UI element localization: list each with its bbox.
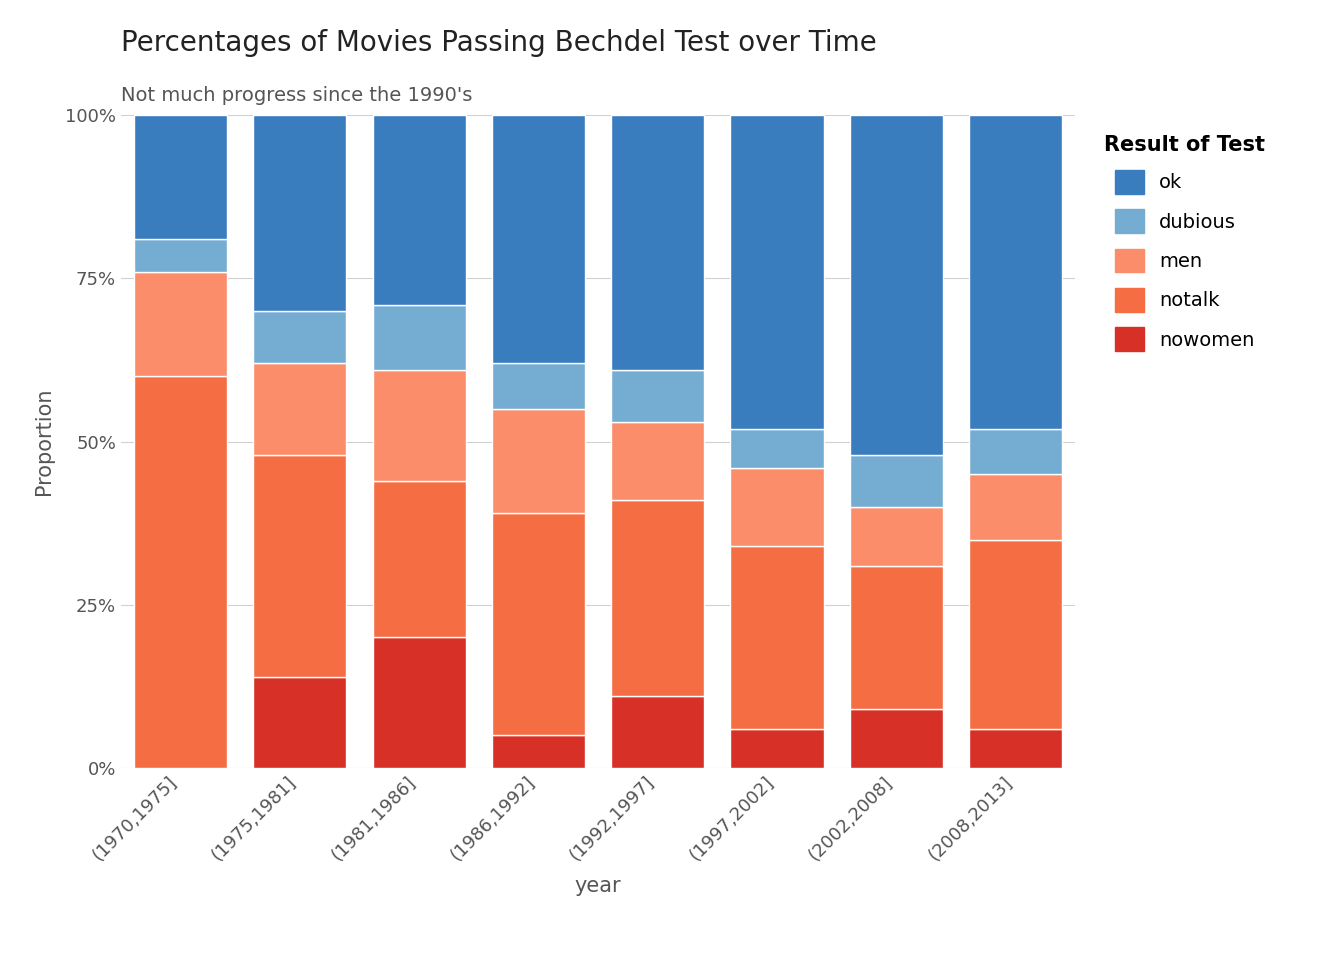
Bar [492,363,585,409]
Bar [612,370,704,422]
Bar [134,272,227,376]
Legend: ok, dubious, men, notalk, nowomen: ok, dubious, men, notalk, nowomen [1094,125,1275,361]
Bar [969,729,1062,768]
Bar [134,376,227,768]
Text: Percentages of Movies Passing Bechdel Test over Time: Percentages of Movies Passing Bechdel Te… [121,29,876,57]
Bar [731,115,824,428]
Bar [969,540,1062,729]
Bar [969,428,1062,474]
Text: Not much progress since the 1990's: Not much progress since the 1990's [121,86,472,106]
Bar [731,546,824,729]
Bar [969,115,1062,428]
Bar [612,422,704,500]
Bar [849,507,942,565]
Bar [372,370,465,481]
Bar [849,565,942,709]
Bar [254,677,347,768]
Bar [492,115,585,363]
Bar [254,115,347,311]
Bar [731,428,824,468]
X-axis label: year: year [575,876,621,896]
Bar [849,115,942,455]
Bar [254,455,347,677]
Bar [134,239,227,272]
Bar [492,735,585,768]
Bar [372,304,465,370]
Bar [372,637,465,768]
Bar [731,729,824,768]
Bar [492,409,585,514]
Bar [372,115,465,304]
Bar [254,311,347,363]
Bar [492,514,585,735]
Bar [612,115,704,370]
Bar [372,481,465,637]
Bar [134,115,227,239]
Bar [254,363,347,455]
Y-axis label: Proportion: Proportion [34,388,54,495]
Bar [849,455,942,507]
Bar [612,696,704,768]
Bar [849,709,942,768]
Bar [612,500,704,696]
Bar [731,468,824,546]
Bar [969,474,1062,540]
